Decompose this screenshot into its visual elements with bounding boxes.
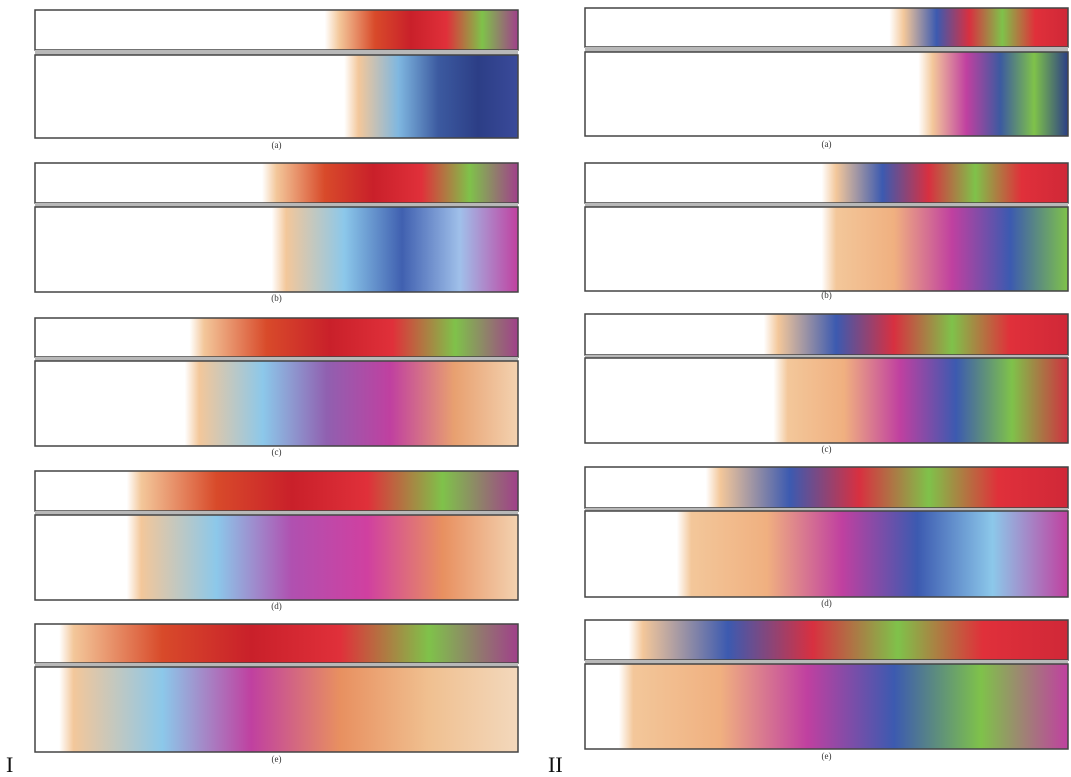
column-label: II (548, 752, 563, 777)
panel-top-strip (585, 467, 1068, 508)
panel-top-strip (35, 318, 518, 357)
panel-top-strip (35, 624, 518, 663)
panel-image (35, 207, 518, 292)
panel-caption: (e) (272, 754, 282, 764)
panel-image (35, 515, 518, 600)
panel-top-strip (585, 163, 1068, 203)
panel-caption: (b) (821, 290, 832, 300)
panel-top-strip (585, 8, 1068, 47)
column-label: I (6, 752, 13, 777)
panel-top-strip (35, 10, 518, 50)
panel-caption: (c) (272, 447, 282, 457)
panel-image (585, 664, 1068, 749)
panel-caption: (a) (822, 139, 832, 149)
panel-top-strip (585, 620, 1068, 660)
panel-caption: (b) (271, 293, 282, 303)
panel-caption: (d) (821, 598, 832, 608)
panel-top-strip (35, 471, 518, 511)
panel-image (35, 361, 518, 446)
panel-top-strip (35, 163, 518, 203)
panel-caption: (a) (272, 140, 282, 150)
panel-image (585, 52, 1068, 136)
panel-top-strip (585, 314, 1068, 355)
panel-image (585, 358, 1068, 443)
panel-image (35, 667, 518, 752)
panel-image (35, 55, 518, 138)
figure: I II (a) (b) (c) (d) (e) (a) (b) (c) (d) (e) (0, 0, 1071, 777)
panel-caption: (e) (822, 751, 832, 761)
panel-caption: (d) (271, 601, 282, 611)
panel-image (585, 511, 1068, 597)
panel-caption: (c) (822, 444, 832, 454)
panel-image (585, 207, 1068, 291)
